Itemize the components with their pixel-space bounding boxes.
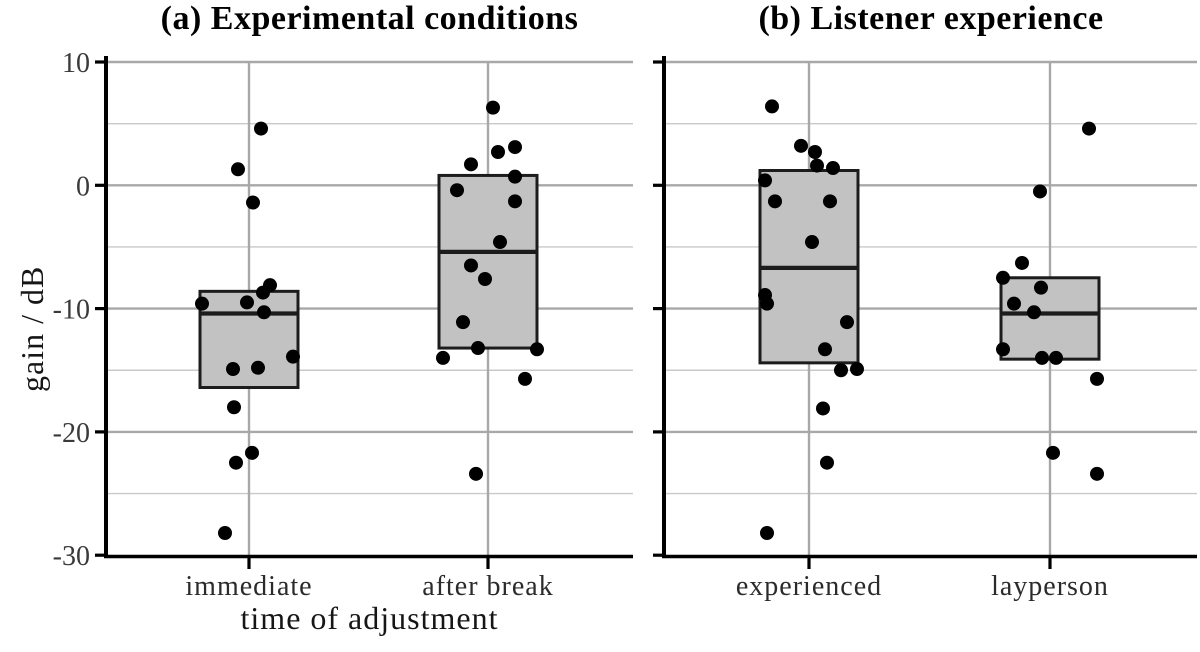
data-point-after-break [456,315,470,330]
data-point-after-break [493,235,507,250]
y-tick-label: -10 [53,295,90,326]
data-point-after-break [508,169,522,184]
data-point-layperson [1034,280,1048,295]
x-category-label-experienced: experienced [736,571,882,602]
data-point-experienced [834,363,848,378]
data-point-immediate [256,285,270,300]
data-point-layperson [1033,184,1047,199]
data-point-layperson [1090,371,1104,386]
data-point-layperson [1046,445,1060,460]
data-point-experienced [840,315,854,330]
data-point-layperson [1082,121,1096,136]
x-axis-title-panel-a: time of adjustment [240,600,499,636]
y-tick-label: 0 [76,171,90,202]
data-point-layperson [1015,255,1029,270]
panel-a-title: (a) Experimental conditions [160,0,579,37]
data-point-experienced [810,158,824,173]
data-point-immediate [240,295,254,310]
panel-b-title: (b) Listener experience [758,0,1104,37]
data-point-immediate [257,305,271,320]
data-point-immediate [231,162,245,177]
data-point-after-break [518,371,532,386]
data-point-experienced [760,526,774,541]
box-immediate [198,289,300,390]
data-point-layperson [996,270,1010,285]
data-point-layperson [996,342,1010,357]
data-point-immediate [195,296,209,311]
data-point-after-break [469,466,483,481]
data-point-experienced [760,296,774,311]
data-point-layperson [1007,296,1021,311]
data-point-experienced [823,194,837,209]
data-point-after-break [491,145,505,160]
data-point-after-break [464,157,478,172]
data-point-experienced [820,455,834,470]
data-point-after-break [450,183,464,198]
data-point-after-break [508,140,522,155]
data-point-after-break [464,258,478,273]
data-point-experienced [826,161,840,176]
data-point-after-break [436,350,450,365]
data-point-experienced [758,173,772,188]
data-point-after-break [486,100,500,115]
data-point-immediate [227,400,241,415]
box-layperson [999,276,1101,361]
y-tick-label: -20 [53,418,90,449]
data-point-layperson [1049,350,1063,365]
data-point-immediate [251,360,265,375]
data-point-immediate [229,455,243,470]
data-point-immediate [218,526,232,541]
data-point-after-break [530,342,544,357]
data-point-immediate [286,349,300,364]
data-point-experienced [805,235,819,250]
y-tick-label: 10 [62,48,90,79]
y-axis-title: gain / dB [14,265,50,392]
data-point-immediate [246,195,260,210]
data-point-after-break [471,341,485,356]
data-point-experienced [818,342,832,357]
data-point-layperson [1090,466,1104,481]
data-point-layperson [1027,305,1041,320]
data-point-experienced [808,145,822,160]
data-point-layperson [1035,350,1049,365]
data-point-experienced [794,138,808,153]
data-point-experienced [816,401,830,416]
data-point-immediate [245,445,259,460]
data-point-experienced [850,362,864,377]
data-point-after-break [478,272,492,287]
data-point-immediate [226,362,240,377]
box-after-break [437,173,539,350]
data-point-immediate [254,121,268,136]
x-category-label-immediate: immediate [185,571,312,602]
data-point-after-break [508,194,522,209]
data-point-experienced [765,99,779,114]
x-category-label-layperson: layperson [991,571,1109,602]
x-category-label-after-break: after break [422,571,553,602]
data-point-experienced [768,194,782,209]
y-tick-label: -30 [53,541,90,572]
